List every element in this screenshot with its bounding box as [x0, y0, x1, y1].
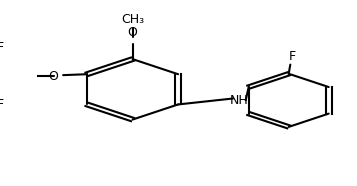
Text: NH: NH: [230, 94, 249, 107]
Text: F: F: [0, 98, 4, 111]
Text: F: F: [288, 50, 296, 63]
Text: CH₃: CH₃: [121, 13, 144, 26]
Text: F: F: [0, 41, 4, 54]
Text: O: O: [49, 70, 58, 83]
Text: O: O: [128, 26, 137, 39]
